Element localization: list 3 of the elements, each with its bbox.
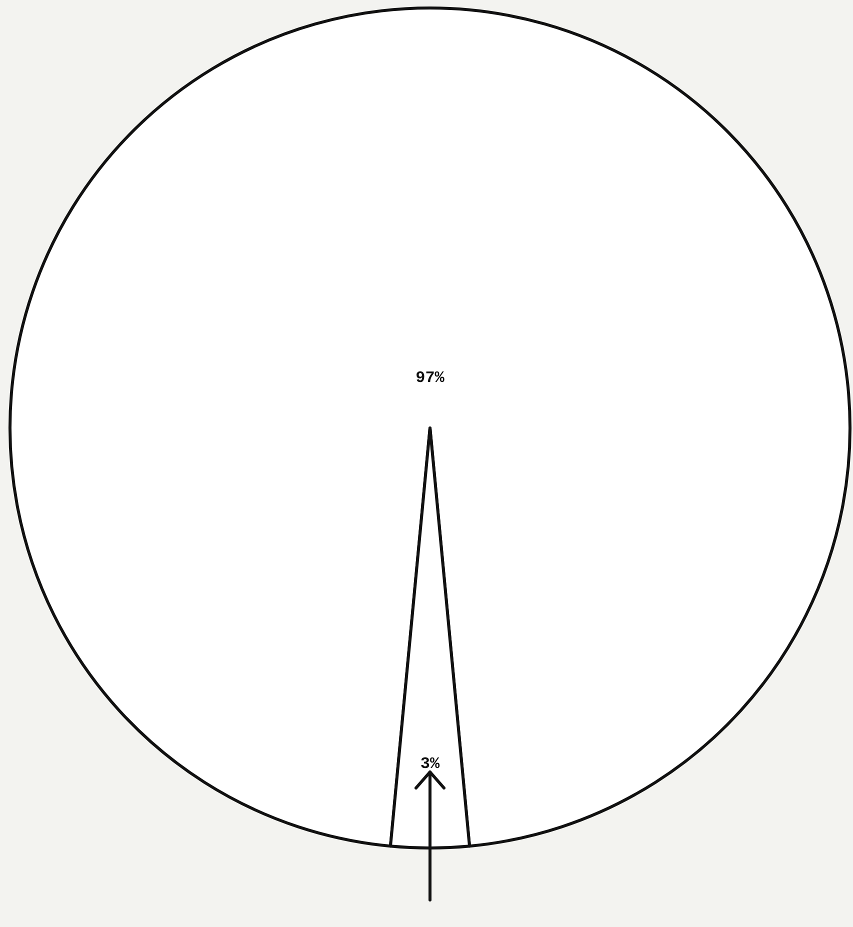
data-label: 3%: [420, 755, 440, 774]
pie-slice: [9, 7, 851, 848]
data-label: 97%: [416, 369, 445, 388]
